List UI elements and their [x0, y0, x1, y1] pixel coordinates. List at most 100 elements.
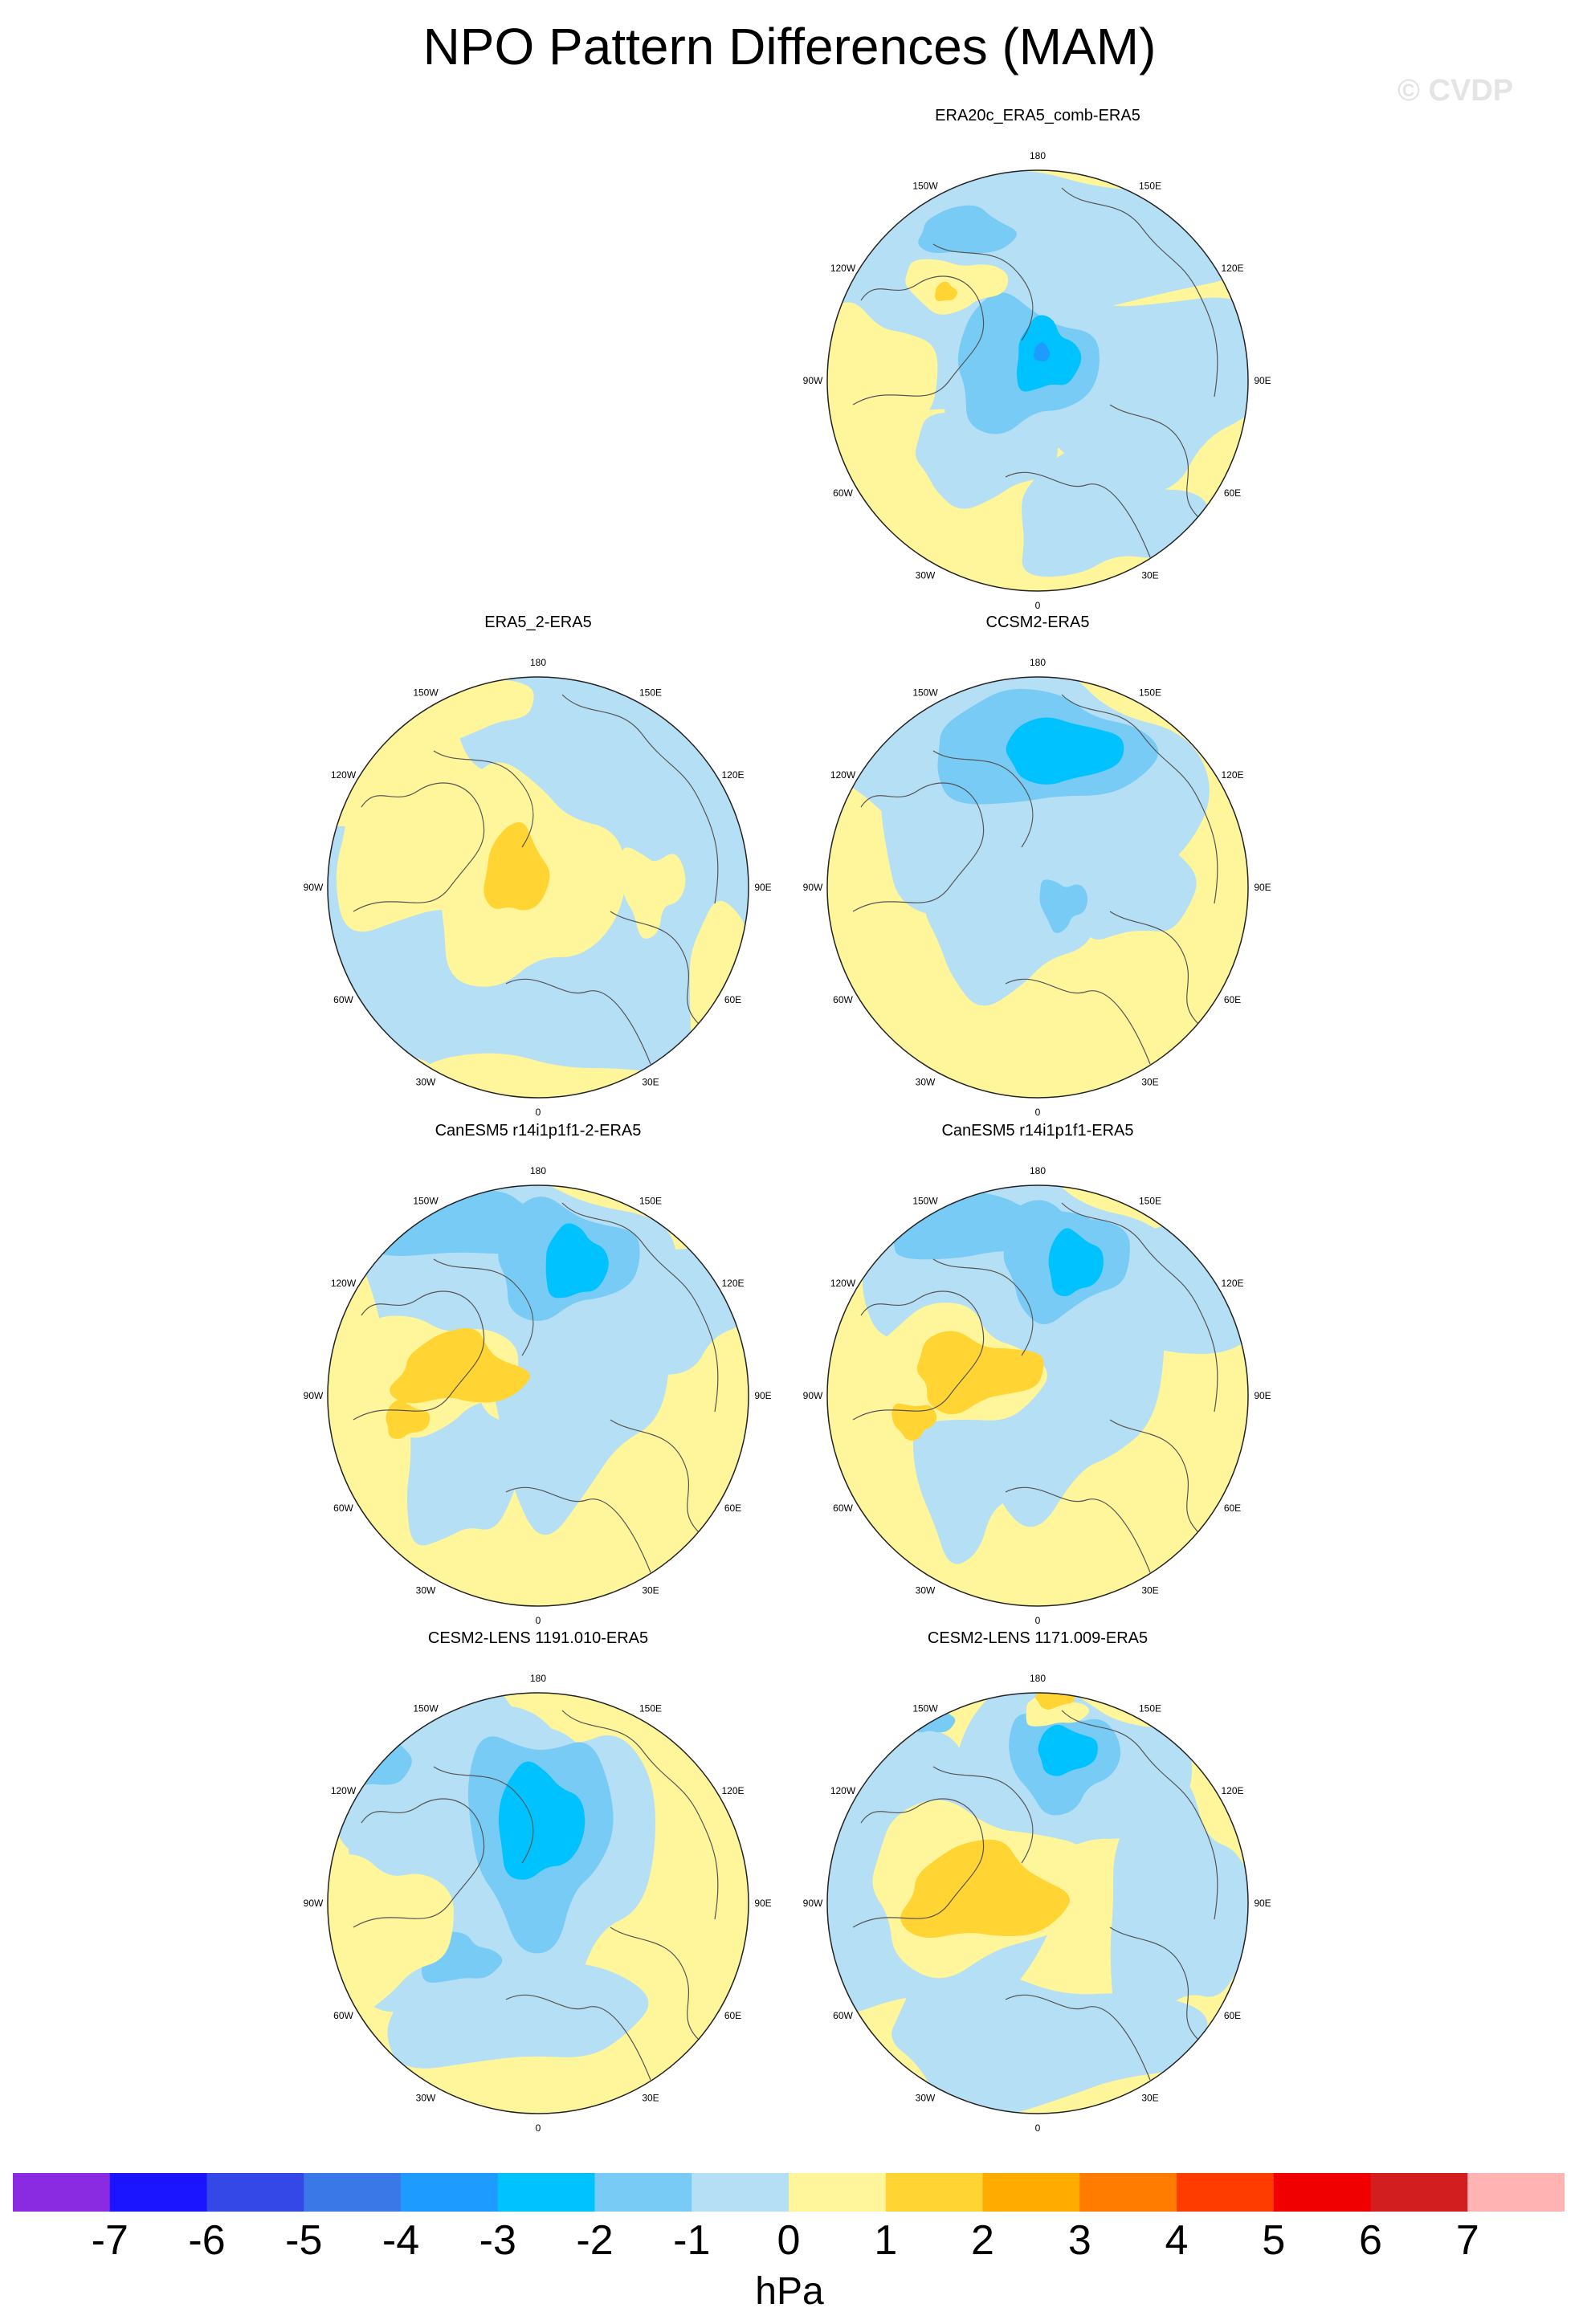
- longitude-label: 30W: [916, 1585, 936, 1596]
- panel-title: ERA20c_ERA5_comb-ERA5: [935, 107, 1140, 124]
- longitude-label: 30E: [642, 2093, 659, 2104]
- contour-region: [1038, 1724, 1098, 1776]
- longitude-label: 120W: [830, 1785, 856, 1796]
- longitude-label: 60E: [1224, 487, 1241, 499]
- longitude-label: 150W: [413, 687, 439, 699]
- colorbar-swatch: [1273, 2173, 1371, 2212]
- contour-field: [328, 677, 749, 1098]
- longitude-label: 150E: [1139, 1196, 1161, 1207]
- colorbar-tick-label: 0: [777, 2217, 801, 2264]
- panel-title: ERA5_2-ERA5: [484, 614, 592, 631]
- map-boundary: [826, 676, 1249, 1099]
- map-boundary: [327, 676, 749, 1099]
- contour-field: [827, 677, 1248, 1098]
- coastline: [610, 1419, 700, 1533]
- contour-region: [1110, 1765, 1248, 2022]
- coastline: [561, 694, 719, 904]
- longitude-label: 60W: [333, 994, 353, 1005]
- longitude-label: 180: [1030, 1673, 1046, 1684]
- longitude-label: 120W: [830, 263, 856, 274]
- longitude-label: 90E: [1254, 882, 1271, 893]
- longitude-label: 30E: [1141, 570, 1158, 581]
- coastline: [505, 1994, 651, 2081]
- coastline: [1109, 1419, 1199, 1533]
- contour-field: [328, 1185, 749, 1606]
- longitude-label: 90E: [1254, 1898, 1271, 1909]
- longitude-label: 120E: [1221, 263, 1243, 274]
- longitude-label: 30E: [1141, 2093, 1158, 2104]
- longitude-label: 120E: [1221, 1278, 1243, 1289]
- contour-region: [483, 822, 550, 911]
- contour-region: [900, 1839, 1070, 1938]
- coastline: [932, 750, 1034, 848]
- coastline: [852, 1290, 985, 1421]
- coastline: [505, 978, 651, 1065]
- contour-region: [328, 779, 399, 830]
- longitude-label: 180: [530, 1673, 546, 1684]
- colorbar-tick-label: 2: [971, 2217, 994, 2264]
- longitude-label: 120W: [830, 1278, 856, 1289]
- coastline: [561, 1202, 719, 1413]
- longitude-label: 30E: [642, 1077, 659, 1088]
- map-panel-era20c: ERA20c_ERA5_comb-ERA5 180 150E 120E 90E 60E 3…: [797, 107, 1279, 622]
- coastline: [1061, 1710, 1218, 1920]
- longitude-label: 60W: [333, 2010, 353, 2021]
- longitude-label: 150W: [413, 1196, 439, 1207]
- coastline: [1061, 1202, 1218, 1413]
- longitude-label: 0: [536, 1615, 541, 1626]
- map-panel-cesm2-1171: CESM2-LENS 1171.009-ERA5 180 150E 120E 90E 6…: [797, 1629, 1279, 2144]
- polar-map: 180 150E 120E 90E 60E 30E 0 30W 60W 90W 120W 150W: [803, 150, 1271, 611]
- map-boundary: [826, 169, 1249, 592]
- contour-region: [689, 900, 749, 1057]
- longitude-label: 60W: [833, 487, 853, 499]
- longitude-label: 60E: [1224, 2010, 1241, 2021]
- longitude-label: 60E: [724, 2010, 741, 2021]
- coastline: [353, 1290, 485, 1421]
- coastline: [433, 1766, 534, 1864]
- contour-field: [328, 1693, 749, 2114]
- contour-region: [827, 302, 938, 463]
- contour-region: [915, 412, 1058, 509]
- contour-region: [892, 1403, 937, 1441]
- longitude-label: 120E: [721, 1785, 744, 1796]
- longitude-label: 90W: [803, 882, 823, 893]
- longitude-label: 180: [530, 1165, 546, 1176]
- contour-region: [934, 281, 958, 301]
- colorbar-swatch: [13, 2173, 111, 2212]
- longitude-label: 150W: [413, 1703, 439, 1714]
- longitude-label: 90E: [754, 882, 771, 893]
- colorbar-swatch: [304, 2173, 402, 2212]
- coastline: [1005, 1994, 1151, 2081]
- contour-region: [1022, 450, 1210, 577]
- longitude-label: 150W: [912, 181, 938, 192]
- longitude-label: 150E: [639, 687, 662, 699]
- watermark: © CVDP: [1397, 74, 1514, 108]
- longitude-label: 30E: [1141, 1585, 1158, 1596]
- longitude-label: 30W: [416, 1077, 436, 1088]
- coastline: [1005, 978, 1151, 1065]
- map-boundary: [826, 1692, 1249, 2114]
- map-boundary: [327, 1692, 749, 2114]
- coastline: [932, 243, 1034, 341]
- longitude-label: 90E: [754, 1390, 771, 1401]
- panel-title: CCSM2-ERA5: [985, 614, 1090, 631]
- coastline: [561, 1710, 719, 1920]
- colorbar-swatch: [497, 2173, 595, 2212]
- colorbar-tick-label: -5: [285, 2217, 323, 2264]
- coastline: [1109, 911, 1199, 1025]
- polar-map: 180 150E 120E 90E 60E 30E 0 30W 60W 90W 120W 150W: [304, 1673, 772, 2134]
- colorbar-swatch: [1177, 2173, 1275, 2212]
- colorbar-swatch: [109, 2173, 207, 2212]
- contour-region: [346, 1724, 412, 1786]
- coastline: [610, 911, 700, 1025]
- coastline: [353, 782, 485, 912]
- coastline: [932, 1258, 1034, 1356]
- colorbar-swatch: [692, 2173, 790, 2212]
- contour-field: [827, 1693, 1248, 2114]
- longitude-label: 30W: [916, 2093, 936, 2104]
- colorbar-swatch: [885, 2173, 983, 2212]
- figure-title: NPO Pattern Differences (MAM): [422, 18, 1157, 75]
- coastline: [1061, 187, 1218, 398]
- longitude-label: 150E: [639, 1703, 662, 1714]
- longitude-label: 0: [536, 1107, 541, 1118]
